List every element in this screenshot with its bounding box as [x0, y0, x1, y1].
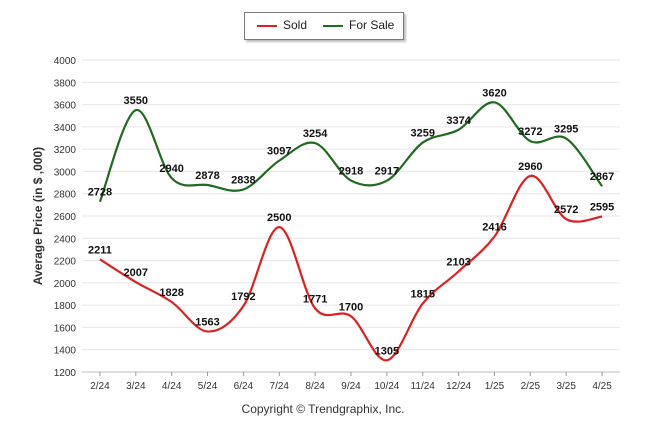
chart-legend: Sold For Sale: [244, 12, 404, 40]
legend-item-sold: Sold: [257, 18, 307, 32]
x-tick-label: 12/24: [446, 381, 471, 392]
data-label-sold: 2500: [267, 212, 291, 224]
x-tick-label: 2/25: [521, 381, 541, 392]
y-tick-label: 4000: [54, 56, 77, 67]
data-label-for-sale: 2940: [159, 163, 183, 175]
y-tick-label: 1400: [54, 346, 77, 357]
x-tick-label: 4/24: [162, 381, 182, 392]
y-tick-label: 3200: [54, 145, 77, 156]
data-label-for-sale: 3374: [446, 115, 471, 127]
series-line-for-sale: [98, 101, 603, 203]
y-tick-label: 3600: [54, 101, 77, 112]
data-label-sold: 1828: [159, 287, 183, 299]
data-label-sold: 2211: [88, 244, 112, 256]
data-label-for-sale: 2838: [231, 174, 255, 186]
data-label-sold: 2103: [446, 256, 470, 268]
y-tick-label: 1200: [54, 368, 77, 379]
data-label-for-sale: 3272: [518, 126, 542, 138]
legend-item-for-sale: For Sale: [323, 18, 394, 32]
data-label-sold: 1771: [303, 293, 327, 305]
data-label-sold: 1305: [375, 345, 399, 357]
data-label-for-sale: 2878: [195, 170, 219, 182]
x-tick-label: 5/24: [198, 381, 218, 392]
x-tick-label: 11/24: [411, 381, 436, 392]
data-label-for-sale: 3550: [124, 95, 148, 107]
x-tick-label: 1/25: [485, 381, 505, 392]
data-label-for-sale: 3097: [267, 146, 291, 158]
x-tick-label: 2/24: [90, 381, 110, 392]
y-tick-label: 3800: [54, 78, 77, 89]
x-tick-label: 6/24: [234, 381, 254, 392]
data-label-sold: 1792: [231, 291, 255, 303]
data-label-sold: 2416: [482, 222, 506, 234]
y-tick-label: 2600: [54, 212, 77, 223]
data-label-for-sale: 3254: [303, 128, 328, 140]
y-tick-label: 3000: [54, 167, 77, 178]
y-tick-label: 2200: [54, 257, 77, 268]
x-tick-label: 10/24: [374, 381, 399, 392]
y-tick-label: 2000: [54, 279, 77, 290]
data-label-for-sale: 2918: [339, 166, 363, 178]
data-label-for-sale: 3259: [410, 128, 434, 140]
data-label-sold: 2595: [590, 202, 614, 214]
y-tick-label: 3400: [54, 123, 77, 134]
x-tick-label: 3/24: [126, 381, 146, 392]
legend-swatch-for-sale: [323, 24, 343, 27]
x-tick-label: 4/25: [592, 381, 612, 392]
y-tick-label: 2400: [54, 234, 77, 245]
data-label-sold: 1815: [410, 288, 434, 300]
y-axis-title: Average Price (in $ ,000): [31, 147, 45, 285]
data-label-sold: 2007: [124, 267, 148, 279]
data-label-sold: 2572: [554, 204, 578, 216]
data-label-sold: 1700: [339, 301, 363, 313]
legend-label-for-sale: For Sale: [349, 18, 395, 32]
data-label-for-sale: 2867: [590, 171, 614, 183]
x-tick-label: 7/24: [270, 381, 290, 392]
y-tick-label: 1600: [54, 323, 77, 334]
legend-swatch-sold: [257, 24, 277, 27]
data-label-for-sale: 3295: [554, 124, 578, 136]
data-label-for-sale: 3620: [482, 87, 506, 99]
y-tick-label: 2800: [54, 190, 77, 201]
data-label-sold: 2960: [518, 161, 542, 173]
x-tick-label: 3/25: [556, 381, 576, 392]
data-label-for-sale: 2728: [88, 187, 112, 199]
y-tick-label: 1800: [54, 301, 77, 312]
series-line-sold: [99, 174, 603, 362]
data-label-for-sale: 2917: [375, 166, 399, 178]
copyright-footer: Copyright © Trendgraphix, Inc.: [241, 402, 405, 416]
x-tick-label: 8/24: [305, 381, 325, 392]
legend-label-sold: Sold: [283, 18, 308, 32]
x-tick-label: 9/24: [341, 381, 361, 392]
data-label-sold: 1563: [195, 317, 219, 329]
